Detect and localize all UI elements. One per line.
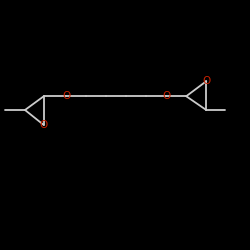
Text: O: O xyxy=(40,120,48,130)
Text: O: O xyxy=(62,91,70,101)
Text: O: O xyxy=(202,76,210,86)
Text: O: O xyxy=(162,91,170,101)
